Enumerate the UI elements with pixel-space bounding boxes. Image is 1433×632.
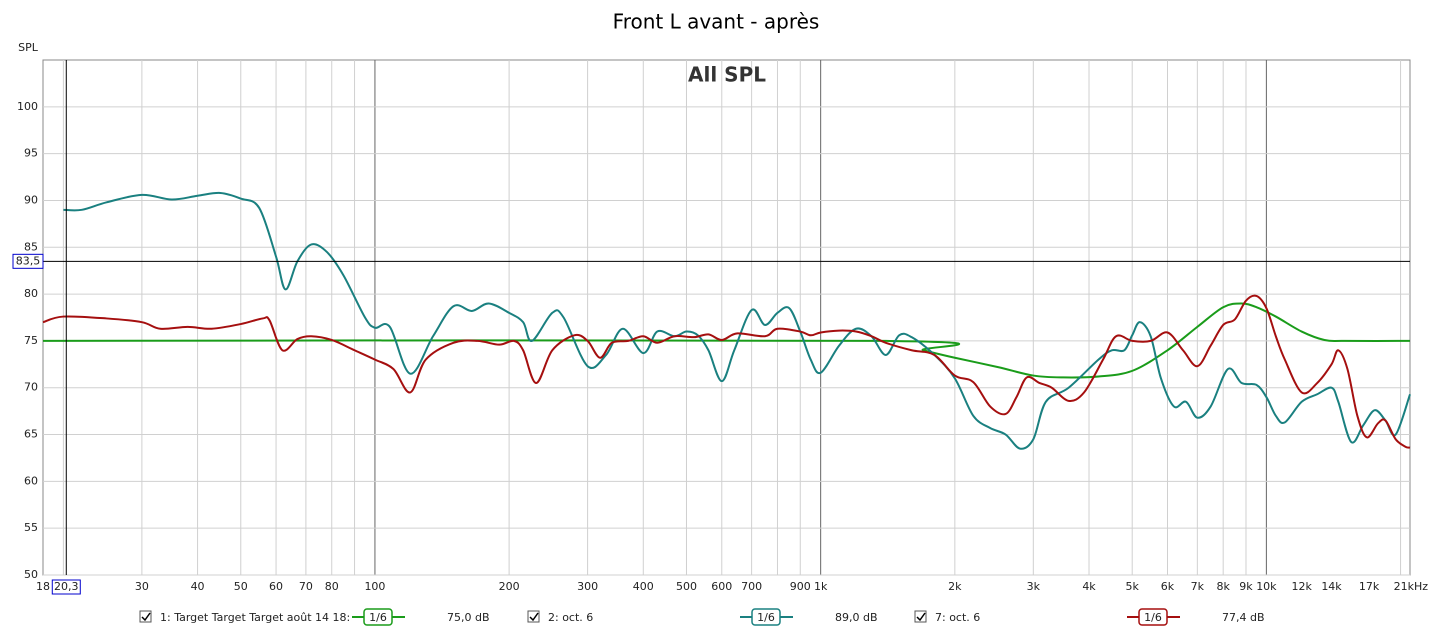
x-tick-label: 300 — [577, 580, 598, 593]
y-tick-label: 100 — [17, 100, 38, 113]
legend-checkbox[interactable] — [527, 610, 540, 623]
x-tick-label: 30 — [135, 580, 149, 593]
x-tick-label: 100 — [364, 580, 385, 593]
legend-name: 2: oct. 6 — [548, 611, 593, 624]
cursor-x-label: 20,3 — [54, 580, 79, 593]
y-tick-label: 65 — [24, 428, 38, 441]
x-tick-label: 900 — [790, 580, 811, 593]
legend-check — [916, 612, 926, 622]
x-tick-label: 21kHz — [1394, 580, 1429, 593]
x-tick-label: 2k — [948, 580, 962, 593]
legend-name: 1: Target Target Target août 14 18: — [160, 611, 350, 624]
legend-reading: 75,0 dB — [447, 611, 490, 624]
x-tick-label: 7k — [1191, 580, 1205, 593]
x-tick-label: 9k — [1239, 580, 1253, 593]
y-tick-label: 80 — [24, 287, 38, 300]
y-tick-label: 70 — [24, 381, 38, 394]
x-tick-label: 5k — [1126, 580, 1140, 593]
x-tick-label: 200 — [499, 580, 520, 593]
y-axis-label: SPL — [18, 41, 39, 54]
cursor-y-box — [12, 253, 44, 269]
legend-name: 7: oct. 6 — [935, 611, 980, 624]
x-tick-label: 70 — [299, 580, 313, 593]
x-tick-label: 400 — [633, 580, 654, 593]
smoothing-button[interactable] — [1138, 608, 1168, 626]
smoothing-button[interactable] — [363, 608, 393, 626]
x-tick-label: 18 — [36, 580, 50, 593]
x-tick-label: 8k — [1216, 580, 1230, 593]
chart-title: Front L avant - après — [613, 10, 820, 34]
legend-check — [141, 612, 151, 622]
chart-subtitle: All SPL — [688, 63, 766, 87]
smoothing-label: 1/6 — [369, 611, 387, 624]
legend-check — [529, 612, 539, 622]
y-tick-label: 95 — [24, 147, 38, 160]
smoothing-button[interactable] — [751, 608, 781, 626]
y-tick-label: 90 — [24, 193, 38, 206]
series-line — [42, 294, 1411, 449]
legend: 1: Target Target Target août 14 18: 1/6 75… — [139, 608, 1265, 626]
y-tick-label: 50 — [24, 568, 38, 581]
smoothing-label: 1/6 — [757, 611, 775, 624]
legend-checkbox[interactable] — [914, 610, 927, 623]
y-tick-label: 60 — [24, 474, 38, 487]
x-tick-label: 60 — [269, 580, 283, 593]
x-tick-label: 17k — [1359, 580, 1380, 593]
plot-background — [42, 59, 1411, 576]
y-tick-label: 85 — [24, 240, 38, 253]
y-tick-label: 75 — [24, 334, 38, 347]
x-tick-label: 40 — [191, 580, 205, 593]
smoothing-label: 1/6 — [1144, 611, 1162, 624]
x-tick-label: 10k — [1256, 580, 1277, 593]
series-line — [63, 191, 1411, 450]
y-tick-label: 55 — [24, 521, 38, 534]
x-tick-label: 700 — [741, 580, 762, 593]
x-tick-label: 80 — [325, 580, 339, 593]
cursor-x-box — [51, 579, 81, 595]
x-tick-label: 6k — [1161, 580, 1175, 593]
series-line — [42, 302, 1411, 379]
x-tick-label: 500 — [676, 580, 697, 593]
x-tick-label: 12k — [1291, 580, 1312, 593]
legend-reading: 77,4 dB — [1222, 611, 1265, 624]
x-tick-label: 600 — [711, 580, 732, 593]
x-tick-label: 1k — [814, 580, 828, 593]
cursor-y-label: 83,5 — [16, 254, 41, 267]
x-tick-label: 14k — [1321, 580, 1342, 593]
legend-checkbox[interactable] — [139, 610, 152, 623]
x-tick-label: 3k — [1027, 580, 1041, 593]
x-tick-label: 50 — [234, 580, 248, 593]
legend-reading: 89,0 dB — [835, 611, 878, 624]
x-tick-label: 4k — [1082, 580, 1096, 593]
